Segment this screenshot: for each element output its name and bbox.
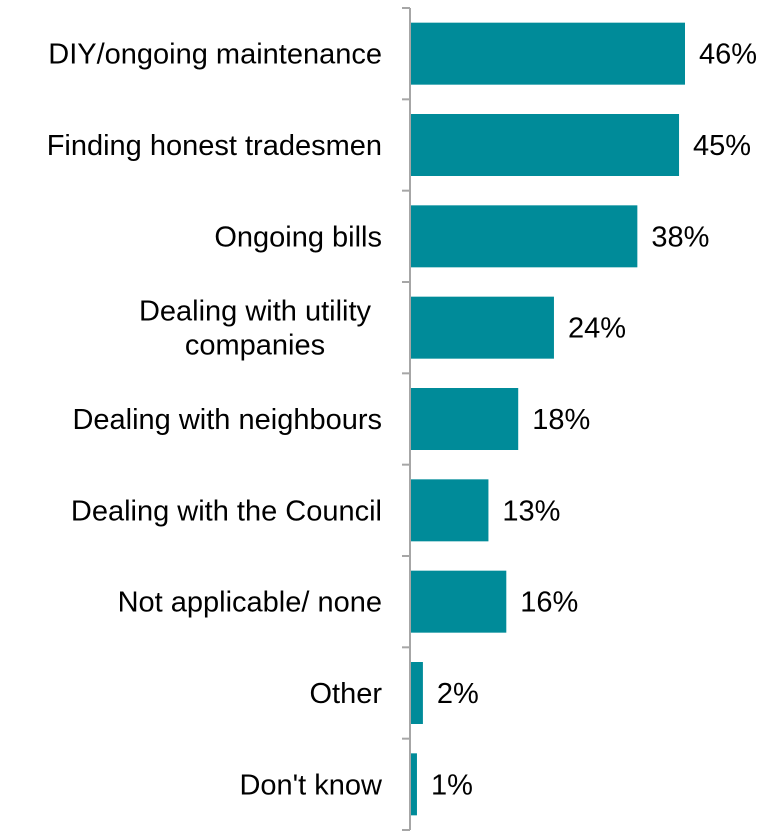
value-label: 16% (520, 587, 578, 619)
category-label: Other (309, 678, 382, 710)
bar (411, 570, 507, 633)
value-label: 46% (699, 39, 757, 71)
bar (411, 114, 680, 176)
bars (411, 22, 685, 816)
category-label-line: Not applicable/ none (118, 587, 382, 619)
category-label: Finding honest tradesmen (47, 130, 382, 162)
category-label-line: DIY/ongoing maintenance (48, 39, 382, 71)
value-label: 13% (502, 495, 560, 527)
value-label: 2% (437, 678, 479, 710)
category-label-line: Ongoing bills (214, 221, 382, 253)
bar (411, 388, 519, 450)
category-label: Dealing with the Council (71, 495, 382, 527)
category-label: DIY/ongoing maintenance (48, 39, 382, 71)
category-label-line: companies (185, 330, 325, 362)
bar (411, 296, 554, 359)
category-label-line: Dealing with the Council (71, 495, 382, 527)
value-label: 24% (568, 313, 626, 345)
category-label: Dealing with utility companies (139, 296, 372, 362)
category-label: Don't know (239, 769, 383, 801)
category-label-line: Don't know (239, 769, 383, 801)
bar (411, 753, 417, 816)
category-label-line: Dealing with utility (139, 296, 372, 328)
category-label-line: Finding honest tradesmen (47, 130, 382, 162)
bar (411, 22, 685, 85)
category-label-line: Dealing with neighbours (72, 404, 382, 436)
category-label-line: Other (309, 678, 382, 710)
value-labels: 46% 45% 38% 24% 18% 13% 16% 2% 1% (431, 39, 757, 802)
value-label: 38% (651, 221, 709, 253)
category-axis (402, 7, 411, 831)
category-label: Ongoing bills (214, 221, 382, 253)
value-label: 18% (532, 404, 590, 436)
category-labels: DIY/ongoing maintenance Finding honest tr… (47, 39, 383, 802)
category-label: Dealing with neighbours (72, 404, 382, 436)
bar (411, 479, 489, 542)
value-label: 1% (431, 769, 473, 801)
category-label: Not applicable/ none (118, 587, 382, 619)
value-label: 45% (693, 130, 751, 162)
bar (411, 205, 638, 268)
bar (411, 662, 423, 724)
